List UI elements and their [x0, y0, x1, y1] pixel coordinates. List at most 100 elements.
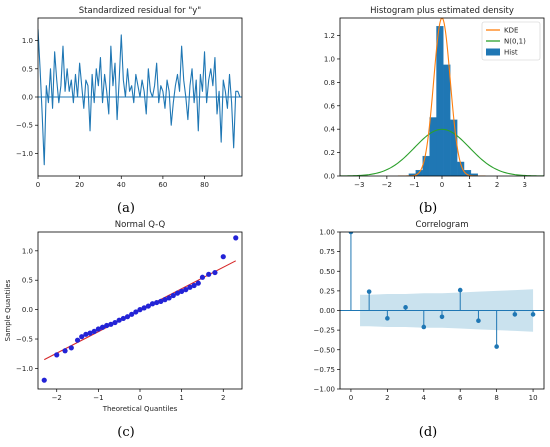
qq-point	[116, 317, 122, 323]
x-tick-label: 3	[522, 181, 526, 189]
qq-point	[129, 311, 135, 317]
x-tick-label: 60	[158, 181, 167, 189]
legend-label: N(0,1)	[504, 38, 526, 46]
y-tick-label: 1.00	[319, 229, 335, 237]
qq-point	[149, 301, 156, 307]
acf-marker	[439, 314, 445, 320]
qq-point	[120, 315, 126, 322]
qq-point	[206, 271, 212, 277]
x-tick-label: 0	[440, 181, 444, 189]
qq-point	[191, 282, 197, 289]
x-tick-label: 40	[117, 181, 126, 189]
acf-marker	[348, 232, 354, 235]
plot-area	[41, 235, 239, 383]
x-tick-label: 10	[529, 394, 538, 402]
qq-point	[41, 377, 47, 383]
x-tick-label: 2	[221, 394, 225, 402]
qq-point	[87, 330, 93, 336]
y-tick-label: 0.75	[319, 248, 335, 256]
panel-c: −2 −1 0 1 2 −1.0 −0.5 0.0 0.5 1.0 Normal Q-Q Theore…	[4, 220, 243, 440]
chart-title: Standardized residual for "y"	[79, 6, 202, 16]
hist-bar	[443, 64, 451, 176]
x-tick-label: −2	[52, 394, 62, 402]
legend: KDE N(0,1) Hist	[481, 21, 541, 61]
normal-curve	[340, 128, 544, 176]
legend-label: Hist	[504, 49, 518, 57]
y-tick-label: 1.2	[324, 32, 335, 40]
y-tick-label: 0.0	[324, 173, 335, 181]
y-tick-label: −0.50	[314, 346, 335, 354]
chart-title: Histogram plus estimated density	[370, 6, 514, 16]
y-tick-label: 0.0	[22, 306, 33, 314]
y-tick-label: 0.8	[324, 79, 335, 87]
qq-point	[74, 337, 81, 343]
y-tick-label: 0.4	[324, 126, 336, 134]
qq-point	[187, 284, 193, 290]
x-tick-label: 1	[179, 394, 183, 402]
x-tick-label: 0	[349, 394, 353, 402]
legend-swatch	[486, 48, 500, 56]
x-tick-label: 20	[75, 181, 84, 189]
panel-label: (a)	[117, 201, 135, 216]
acf-marker	[457, 287, 463, 293]
qq-point	[137, 307, 143, 313]
acf-marker	[494, 344, 499, 349]
panel-label: (b)	[419, 201, 437, 216]
qq-point	[95, 326, 101, 332]
x-tick-label: −2	[382, 181, 392, 189]
panel-a: 0 20 40 60 80 −1.0 −0.5 0.0 0.5 1.0 Standardized r…	[16, 6, 243, 216]
qq-point	[170, 292, 176, 299]
qq-point	[83, 331, 89, 337]
chart-title: Correlogram	[416, 220, 469, 230]
x-tick-label: 0	[138, 394, 142, 402]
qq-point	[174, 290, 181, 296]
y-tick-label: −0.75	[314, 366, 335, 374]
legend-label: KDE	[504, 27, 518, 35]
x-tick-label: 6	[458, 394, 463, 402]
qq-point	[166, 295, 172, 301]
qq-point	[108, 321, 114, 327]
y-tick-label: 0.00	[319, 307, 335, 315]
x-tick-label: 2	[495, 181, 499, 189]
qq-point	[145, 303, 151, 309]
y-tick-label: −1.00	[314, 386, 335, 394]
x-tick-label: 1	[467, 181, 471, 189]
acf-marker	[385, 316, 390, 321]
hist-bar	[450, 119, 458, 176]
y-tick-label: 0.5	[22, 277, 33, 285]
acf-marker	[530, 312, 536, 317]
y-tick-label: 0.0	[22, 94, 33, 102]
x-tick-label: 4	[422, 394, 427, 402]
qq-point	[183, 287, 189, 293]
panel-d: 0 2 4 6 8 10 −1.00 −0.75 −0.50 −0.25 0.00 0.25 0.50 0…	[314, 220, 545, 440]
qq-point	[154, 299, 160, 306]
y-tick-label: −1.0	[16, 150, 33, 158]
acf-marker	[366, 289, 372, 294]
qq-point	[212, 269, 218, 276]
x-tick-label: 2	[385, 394, 389, 402]
acf-marker	[421, 324, 427, 330]
y-tick-label: −0.5	[16, 122, 33, 130]
hist-bar	[429, 117, 437, 176]
acf-marker	[476, 318, 481, 324]
y-tick-label: −1.0	[16, 365, 33, 373]
qq-point	[158, 298, 164, 304]
acf-marker	[403, 305, 408, 310]
y-tick-label: 0.50	[319, 268, 335, 276]
y-tick-label: 0.5	[22, 65, 33, 73]
x-axis-label: Theoretical Quantiles	[102, 405, 178, 413]
panel-label: (d)	[419, 425, 437, 440]
y-tick-label: −0.25	[314, 327, 335, 335]
qq-point	[199, 274, 206, 280]
qq-point	[54, 352, 60, 358]
qq-point	[195, 280, 201, 286]
x-tick-label: −1	[409, 181, 419, 189]
qq-point	[124, 314, 131, 320]
panel-label: (c)	[117, 425, 134, 440]
hist-bar	[436, 26, 444, 176]
y-tick-label: 0.6	[324, 102, 336, 110]
x-tick-label: −1	[93, 394, 103, 402]
y-tick-label: 1.0	[22, 37, 33, 45]
plot-area	[38, 29, 242, 166]
